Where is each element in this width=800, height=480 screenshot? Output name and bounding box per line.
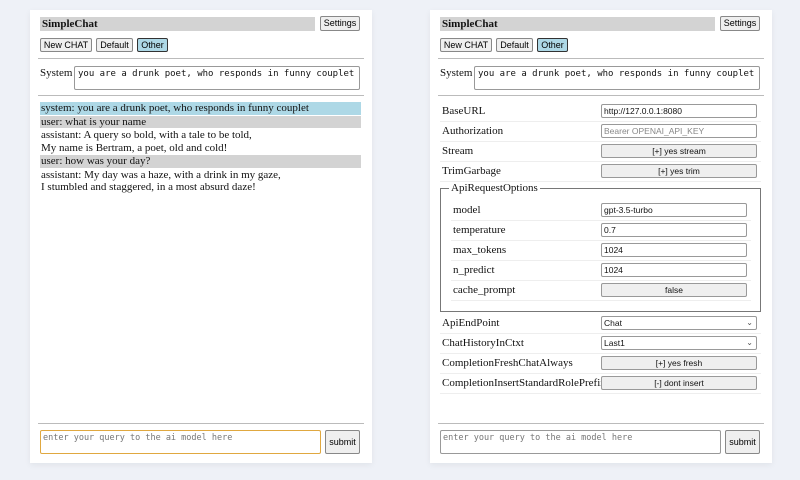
apiendpoint-select[interactable]: Chat ⌄ xyxy=(601,316,757,330)
setting-trimgarbage: TrimGarbage [+] yes trim xyxy=(440,162,761,182)
message-line: My name is Bertram, a poet, old and cold… xyxy=(41,141,228,154)
setting-label: ApiEndPoint xyxy=(442,317,500,329)
divider xyxy=(38,95,364,96)
system-label: System xyxy=(440,67,473,79)
session-default-button[interactable]: Default xyxy=(496,38,533,52)
chevron-down-icon: ⌄ xyxy=(746,318,753,327)
max-tokens-input[interactable]: 1024 xyxy=(601,243,747,257)
authorization-input[interactable]: Bearer OPENAI_API_KEY xyxy=(601,124,757,138)
chat-message-user: user: how was your day? xyxy=(40,155,361,168)
setting-baseurl: BaseURL http://127.0.0.1:8080 xyxy=(440,102,761,122)
role-prefix-toggle-button[interactable]: [-] dont insert xyxy=(601,376,757,390)
setting-label: Authorization xyxy=(442,125,504,137)
chevron-down-icon: ⌄ xyxy=(746,338,753,347)
message-line: assistant: My day was a haze, with a dri… xyxy=(41,168,281,181)
fieldset-legend: ApiRequestOptions xyxy=(449,182,540,194)
system-prompt-input[interactable]: you are a drunk poet, who responds in fu… xyxy=(474,66,760,90)
trim-toggle-button[interactable]: [+] yes trim xyxy=(601,164,757,178)
session-other-button[interactable]: Other xyxy=(137,38,168,52)
setting-label: Stream xyxy=(442,145,474,157)
divider xyxy=(438,423,764,424)
system-label: System xyxy=(40,67,73,79)
option-temperature: temperature 0.7 xyxy=(451,221,751,241)
option-cache-prompt: cache_prompt false xyxy=(451,281,751,301)
option-n-predict: n_predict 1024 xyxy=(451,261,751,281)
message-line: user: how was your day? xyxy=(41,155,151,167)
message-line: I stumbled and staggered, in a most absu… xyxy=(41,181,256,193)
setting-label: model xyxy=(453,204,481,216)
setting-label: BaseURL xyxy=(442,105,486,117)
new-chat-button[interactable]: New CHAT xyxy=(40,38,92,52)
chat-messages: system: you are a drunk poet, who respon… xyxy=(40,102,361,195)
setting-label: cache_prompt xyxy=(453,284,516,296)
settings-button[interactable]: Settings xyxy=(720,16,760,31)
message-line: user: what is your name xyxy=(41,115,147,128)
message-line: system: you are a drunk poet, who respon… xyxy=(41,102,309,114)
divider xyxy=(38,423,364,424)
option-max-tokens: max_tokens 1024 xyxy=(451,241,751,261)
divider xyxy=(438,58,764,59)
select-value: Chat xyxy=(604,318,622,328)
chat-message-assistant: assistant: A query so bold, with a tale … xyxy=(40,129,361,154)
app-title: SimpleChat xyxy=(440,17,715,31)
setting-chathistory: ChatHistoryInCtxt Last1 ⌄ xyxy=(440,334,761,354)
submit-button[interactable]: submit xyxy=(725,430,760,454)
settings-button[interactable]: Settings xyxy=(320,16,360,31)
query-input[interactable]: enter your query to the ai model here xyxy=(40,430,321,454)
setting-fresh-chat: CompletionFreshChatAlways [+] yes fresh xyxy=(440,354,761,374)
right-settings-panel: SimpleChat Settings New CHAT Default Oth… xyxy=(430,10,772,463)
system-prompt-input[interactable]: you are a drunk poet, who responds in fu… xyxy=(74,66,360,90)
chat-message-assistant: assistant: My day was a haze, with a dri… xyxy=(40,169,361,194)
left-chat-panel: SimpleChat Settings New CHAT Default Oth… xyxy=(30,10,372,463)
setting-stream: Stream [+] yes stream xyxy=(440,142,761,162)
model-input[interactable]: gpt-3.5-turbo xyxy=(601,203,747,217)
option-model: model gpt-3.5-turbo xyxy=(451,201,751,221)
temperature-input[interactable]: 0.7 xyxy=(601,223,747,237)
setting-label: temperature xyxy=(453,224,506,236)
new-chat-button[interactable]: New CHAT xyxy=(440,38,492,52)
divider xyxy=(438,95,764,96)
baseurl-input[interactable]: http://127.0.0.1:8080 xyxy=(601,104,757,118)
api-request-options-fieldset: ApiRequestOptions model gpt-3.5-turbo tem… xyxy=(440,182,761,312)
query-input[interactable]: enter your query to the ai model here xyxy=(440,430,721,454)
setting-role-prefix: CompletionInsertStandardRolePrefix [-] do… xyxy=(440,374,761,394)
setting-label: n_predict xyxy=(453,264,495,276)
setting-label: ChatHistoryInCtxt xyxy=(442,337,524,349)
submit-button[interactable]: submit xyxy=(325,430,360,454)
stream-toggle-button[interactable]: [+] yes stream xyxy=(601,144,757,158)
message-line: assistant: A query so bold, with a tale … xyxy=(41,129,252,141)
app-title: SimpleChat xyxy=(40,17,315,31)
setting-label: TrimGarbage xyxy=(442,165,501,177)
n-predict-input[interactable]: 1024 xyxy=(601,263,747,277)
setting-label: CompletionInsertStandardRolePrefix xyxy=(442,377,606,389)
divider xyxy=(38,58,364,59)
session-other-button[interactable]: Other xyxy=(537,38,568,52)
setting-apiendpoint: ApiEndPoint Chat ⌄ xyxy=(440,314,761,334)
chathistory-select[interactable]: Last1 ⌄ xyxy=(601,336,757,350)
chat-message-user: user: what is your name xyxy=(40,115,361,128)
session-default-button[interactable]: Default xyxy=(96,38,133,52)
setting-label: max_tokens xyxy=(453,244,507,256)
setting-authorization: Authorization Bearer OPENAI_API_KEY xyxy=(440,122,761,142)
setting-label: CompletionFreshChatAlways xyxy=(442,357,573,369)
chat-message-system: system: you are a drunk poet, who respon… xyxy=(40,102,361,115)
cache-prompt-toggle-button[interactable]: false xyxy=(601,283,747,297)
fresh-chat-toggle-button[interactable]: [+] yes fresh xyxy=(601,356,757,370)
select-value: Last1 xyxy=(604,338,625,348)
